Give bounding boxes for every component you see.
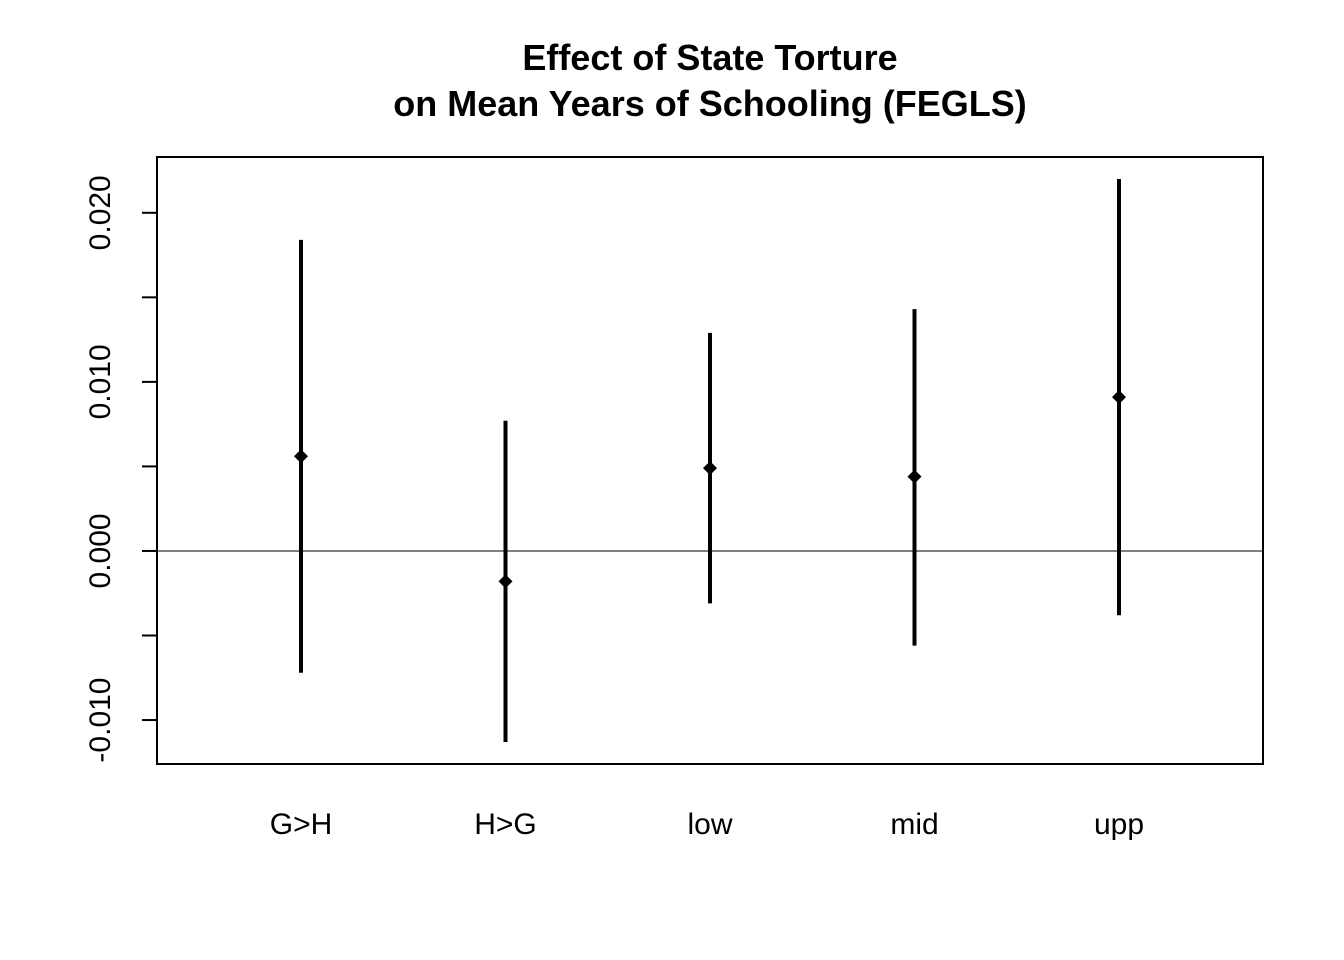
x-axis: G>H H>G low mid upp — [270, 808, 1144, 841]
chart-title: Effect of State Torture — [522, 37, 897, 78]
y-tick-label: 0.010 — [84, 344, 117, 419]
point-estimate — [1112, 390, 1126, 405]
y-tick-label: 0.020 — [84, 175, 117, 250]
y-axis: -0.010 0.000 0.010 0.020 — [84, 175, 157, 763]
x-category-label: mid — [890, 808, 938, 841]
point-layer — [294, 390, 1126, 589]
point-estimate — [703, 461, 717, 476]
plot-frame — [156, 156, 1264, 765]
point-estimate — [498, 574, 513, 589]
x-category-label: H>G — [474, 808, 537, 841]
chart-subtitle: on Mean Years of Schooling (FEGLS) — [393, 83, 1026, 124]
x-category-label: G>H — [270, 808, 333, 841]
y-tick-label: -0.010 — [84, 677, 117, 762]
point-estimate — [907, 469, 922, 484]
point-estimate — [294, 449, 308, 464]
x-category-label: low — [687, 808, 732, 841]
x-category-label: upp — [1094, 808, 1144, 841]
y-tick-label: 0.000 — [84, 513, 117, 588]
